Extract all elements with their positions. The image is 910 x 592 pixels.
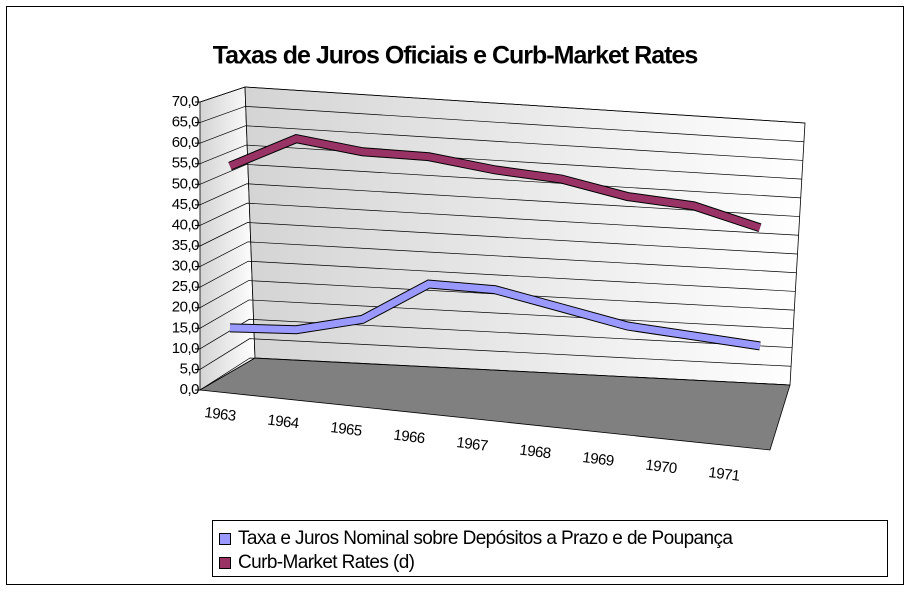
grid-line (199, 164, 801, 199)
legend-label: Curb-Market Rates (d) (238, 552, 415, 573)
x-tick-label: 1963 (203, 404, 236, 425)
y-tick-label: 70,0 (172, 93, 199, 110)
grid-line (199, 241, 797, 274)
grid-line (199, 260, 796, 292)
y-tick-label: 60,0 (172, 134, 199, 151)
legend-label: Taxa e Juros Nominal sobre Depósitos a P… (238, 528, 733, 549)
y-tick-label: 5,0 (180, 360, 200, 377)
grid-line (199, 86, 806, 124)
y-tick-label: 65,0 (172, 114, 199, 131)
x-tick-label: 1968 (518, 442, 551, 463)
y-tick-label: 50,0 (172, 175, 199, 192)
x-tick-label: 1965 (329, 419, 362, 440)
y-tick-label: 35,0 (172, 237, 199, 254)
grid-line (199, 318, 793, 350)
grid-line (199, 222, 798, 255)
legend (212, 520, 888, 577)
grid-line (199, 280, 795, 311)
grid-line (199, 338, 792, 370)
y-tick-label: 40,0 (172, 216, 199, 233)
y-tick-label: 30,0 (172, 258, 199, 275)
grid-line (199, 125, 803, 161)
legend-swatch (219, 533, 231, 545)
x-tick-label: 1971 (707, 464, 740, 485)
y-tick-label: 55,0 (172, 155, 199, 172)
x-tick-label: 1969 (581, 449, 614, 470)
x-tick-label: 1966 (392, 427, 425, 448)
grid-line (199, 202, 799, 236)
line (228, 135, 762, 232)
grid-line (199, 357, 791, 391)
y-tick-label: 15,0 (172, 319, 199, 336)
line (229, 280, 761, 350)
plot (195, 86, 806, 391)
grid-line (199, 144, 802, 180)
x-tick-label: 1967 (455, 434, 488, 455)
legend-swatch (219, 557, 231, 569)
y-tick-label: 25,0 (172, 278, 199, 295)
chart-title: Taxas de Juros Oficiais e Curb-Market Ra… (213, 42, 698, 70)
y-tick-label: 45,0 (172, 196, 199, 213)
grid-line (199, 183, 800, 217)
x-tick-label: 1970 (644, 457, 677, 478)
y-tick-label: 0,0 (180, 381, 200, 398)
y-tick-label: 20,0 (172, 299, 199, 316)
grid-line (199, 106, 804, 143)
x-tick-label: 1964 (266, 412, 299, 433)
y-tick-label: 10,0 (172, 340, 199, 357)
